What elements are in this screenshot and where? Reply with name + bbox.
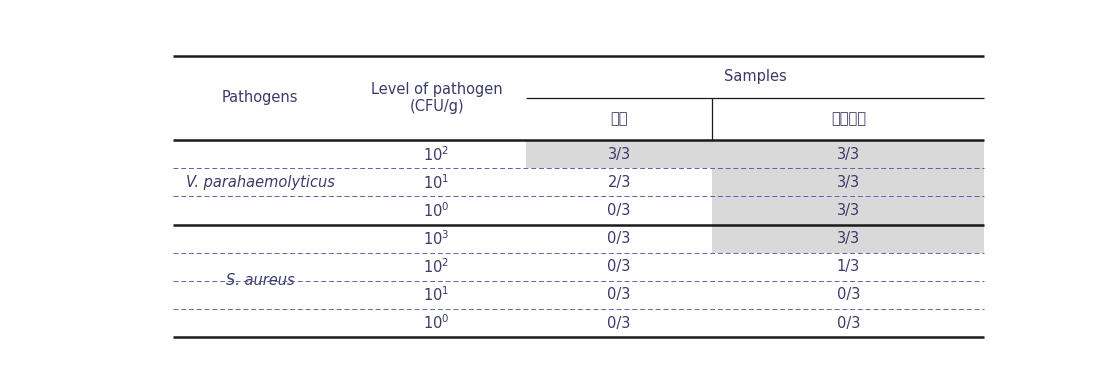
Text: 1/3: 1/3 [837,259,860,274]
Text: 3/3: 3/3 [837,175,860,190]
Text: 0/3: 0/3 [607,315,630,331]
Bar [712,224,984,253]
Text: 3/3: 3/3 [837,203,860,218]
Text: 3/3: 3/3 [837,231,860,246]
Text: 0/3: 0/3 [607,231,630,246]
Text: 0/3: 0/3 [837,315,860,331]
Text: 0/3: 0/3 [607,203,630,218]
Bar [712,140,984,168]
Text: 0/3: 0/3 [607,259,630,274]
Text: V. parahaemolyticus: V. parahaemolyticus [186,175,335,190]
Text: $10^{3}$: $10^{3}$ [423,230,450,248]
Text: $10^{1}$: $10^{1}$ [423,173,450,192]
Text: $10^{0}$: $10^{0}$ [423,314,450,333]
Text: Pathogens: Pathogens [222,90,298,105]
Text: $10^{2}$: $10^{2}$ [423,145,450,163]
Text: 0/3: 0/3 [837,287,860,303]
Text: 조피불락: 조피불락 [831,112,865,126]
Text: $10^{0}$: $10^{0}$ [423,201,450,220]
Text: 2/3: 2/3 [607,175,630,190]
Text: 3/3: 3/3 [607,147,630,162]
Text: 3/3: 3/3 [837,147,860,162]
Text: $10^{1}$: $10^{1}$ [423,286,450,304]
Bar [712,168,984,196]
Bar [526,140,712,168]
Text: $10^{2}$: $10^{2}$ [423,258,450,276]
Text: 넘치: 넘치 [611,112,628,126]
Text: 0/3: 0/3 [607,287,630,303]
Text: Level of pathogen
(CFU/g): Level of pathogen (CFU/g) [371,82,502,114]
Bar [712,196,984,224]
Text: Samples: Samples [724,69,787,84]
Text: S. aureus: S. aureus [226,273,295,288]
